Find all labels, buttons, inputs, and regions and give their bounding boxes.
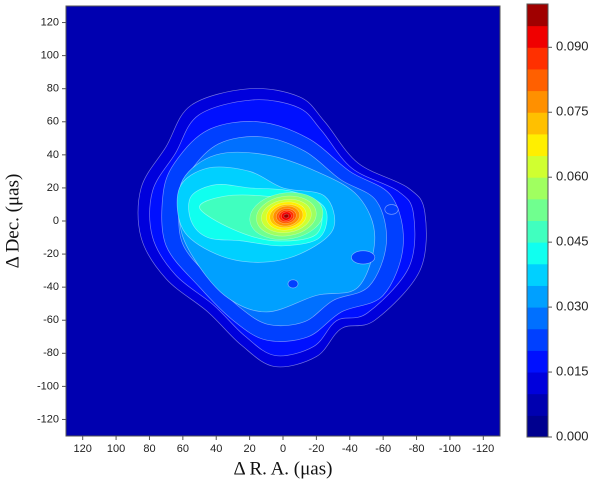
y-axis-label: Δ Dec. (μas) — [2, 174, 23, 269]
x-tick-label: 100 — [107, 443, 125, 455]
x-tick-label: 0 — [280, 443, 286, 455]
colorbar-band — [527, 263, 548, 286]
colorbar-band — [527, 415, 548, 438]
colorbar-band — [527, 4, 548, 27]
colorbar-band — [527, 177, 548, 200]
colorbar-tick-label: 0.015 — [556, 363, 589, 378]
x-tick-label: 60 — [177, 443, 189, 455]
y-tick-label: 80 — [47, 83, 59, 95]
x-tick-label: -40 — [342, 443, 358, 455]
y-tick-label: 0 — [53, 215, 59, 227]
contour-hole — [351, 250, 376, 265]
colorbar-band — [527, 328, 548, 351]
x-tick-label: 80 — [143, 443, 155, 455]
y-tick-label: -80 — [43, 347, 59, 359]
y-tick-label: -120 — [37, 413, 59, 425]
y-tick-label: -40 — [43, 281, 59, 293]
x-tick-label: 20 — [243, 443, 255, 455]
x-tick-label: -20 — [308, 443, 324, 455]
x-tick-label: -60 — [375, 443, 391, 455]
colorbar-band — [527, 307, 548, 330]
colorbar-band — [527, 155, 548, 178]
x-axis-label: Δ R. A. (μas) — [234, 458, 333, 479]
colorbar-band — [527, 112, 548, 135]
contour-peak — [283, 213, 290, 219]
colorbar-band — [527, 350, 548, 373]
colorbar-tick-label: 0.090 — [556, 39, 589, 54]
plot-area — [66, 6, 500, 436]
x-tick-label: -100 — [439, 443, 461, 455]
colorbar-band — [527, 242, 548, 265]
x-tick-label: -120 — [472, 443, 494, 455]
y-tick-label: 120 — [41, 16, 59, 28]
colorbar-band — [527, 285, 548, 308]
colorbar-band — [527, 393, 548, 416]
y-tick-label: 60 — [47, 116, 59, 128]
colorbar-frame — [526, 3, 549, 438]
contour-hole — [287, 279, 299, 289]
y-tick-label: -60 — [43, 314, 59, 326]
colorbar-band — [527, 220, 548, 243]
colorbar-band — [527, 25, 548, 48]
colorbar-tick-label: 0.060 — [556, 169, 589, 184]
colorbar-tick-label: 0.075 — [556, 104, 589, 119]
y-tick-label: 20 — [47, 182, 59, 194]
colorbar-tick-label: 0.000 — [556, 428, 589, 443]
y-tick-label: 40 — [47, 149, 59, 161]
y-tick-label: -20 — [43, 248, 59, 260]
x-tick-label: -80 — [409, 443, 425, 455]
colorbar-band — [527, 198, 548, 221]
colorbar-band — [527, 133, 548, 157]
colorbar-band — [527, 47, 548, 70]
x-tick-label: 120 — [74, 443, 92, 455]
colorbar-band — [527, 372, 548, 395]
colorbar-tick-label: 0.045 — [556, 234, 589, 249]
colorbar-band — [527, 68, 548, 92]
contour-hole — [384, 204, 399, 215]
x-tick-label: 40 — [210, 443, 222, 455]
colorbar-tick-label: 0.030 — [556, 299, 589, 314]
y-tick-label: -100 — [37, 380, 59, 392]
y-tick-label: 100 — [41, 50, 59, 62]
colorbar-band — [527, 90, 548, 113]
